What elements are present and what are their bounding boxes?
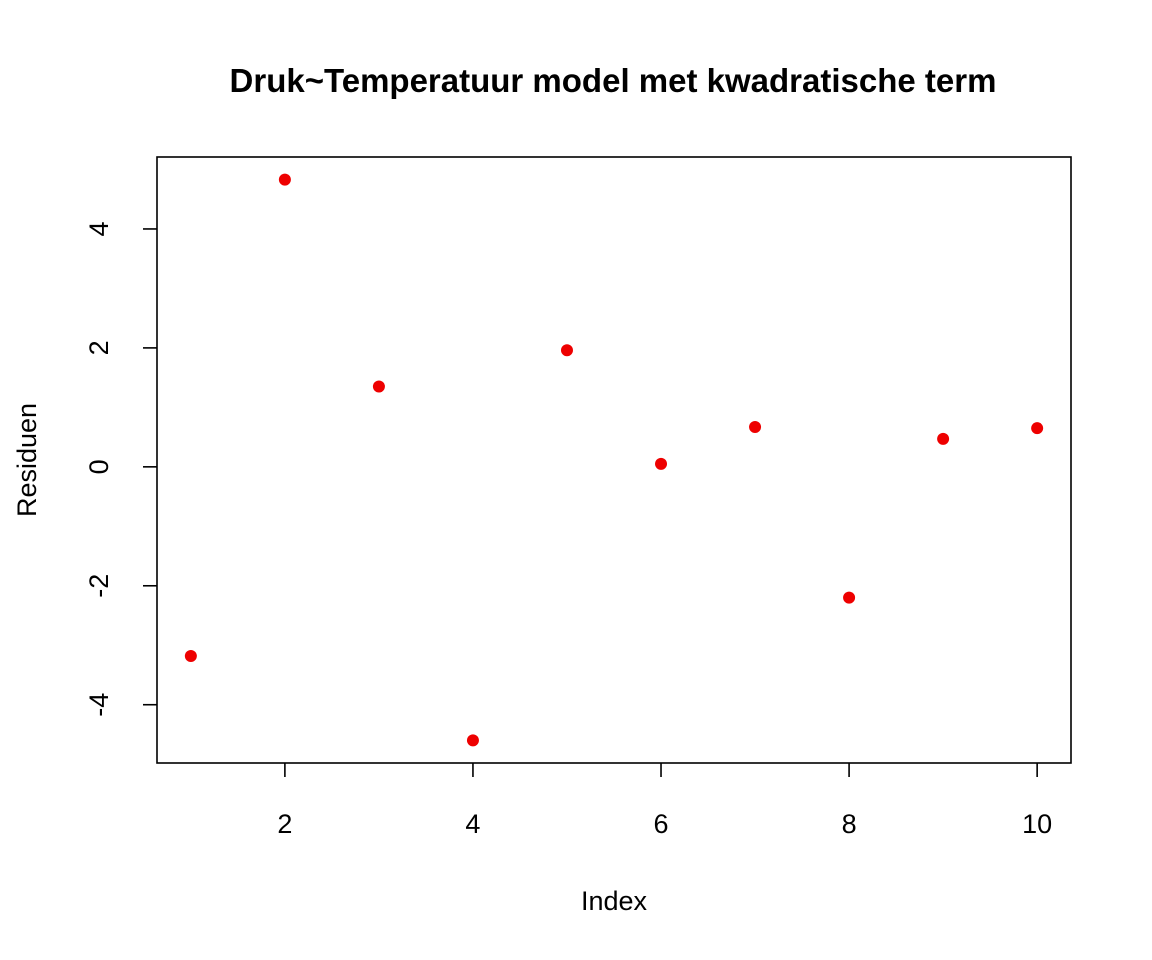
data-point	[372, 380, 385, 393]
x-tick-label: 8	[842, 809, 857, 839]
y-axis-label: Residuen	[12, 403, 42, 517]
data-point	[655, 457, 668, 470]
data-point	[560, 344, 573, 357]
y-axis: -4 -2 0 2 4	[84, 221, 157, 717]
x-tick-label: 4	[465, 809, 480, 839]
data-points	[184, 173, 1044, 747]
x-axis: 2 4 6 8 10	[277, 763, 1052, 839]
y-tick-label: 4	[84, 221, 114, 236]
data-point	[1031, 422, 1044, 435]
data-point	[184, 649, 197, 662]
plot-frame	[156, 156, 1072, 764]
y-tick-label: 0	[84, 459, 114, 474]
data-point	[937, 432, 950, 445]
data-point	[843, 591, 856, 604]
x-tick-label: 2	[277, 809, 292, 839]
data-point	[466, 734, 479, 747]
chart-title: Druk~Temperatuur model met kwadratische …	[230, 62, 997, 99]
y-tick-label: -2	[84, 574, 114, 598]
y-tick-label: 2	[84, 340, 114, 355]
x-tick-label: 6	[654, 809, 669, 839]
x-tick-label: 10	[1022, 809, 1052, 839]
data-point	[749, 420, 762, 433]
x-axis-label: Index	[581, 886, 648, 916]
y-tick-label: -4	[84, 693, 114, 717]
data-point	[278, 173, 291, 186]
